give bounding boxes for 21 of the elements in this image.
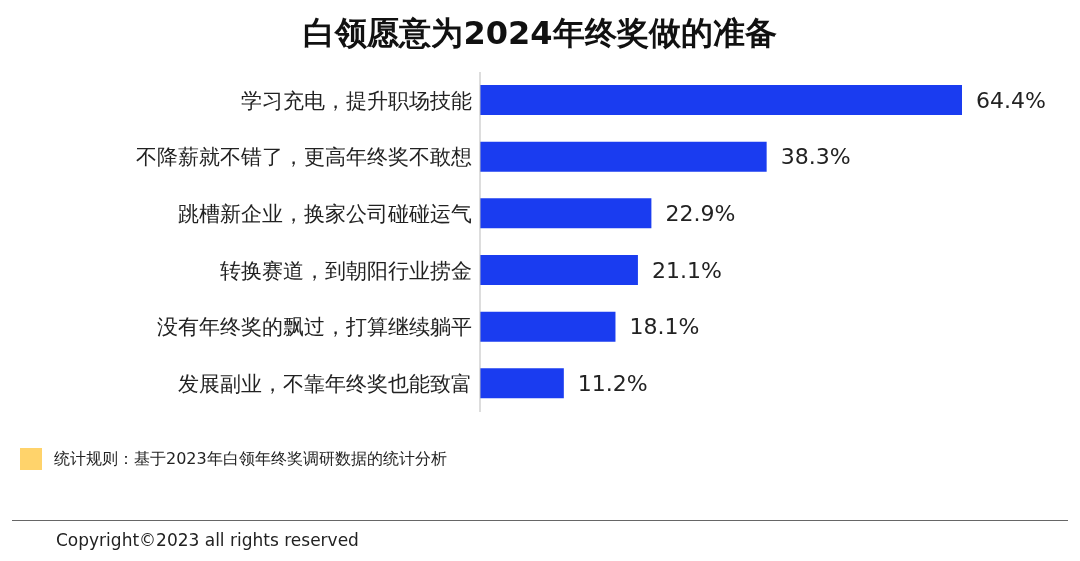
data-label: 64.4%	[976, 87, 1046, 113]
chart-title: 白领愿意为2024年终奖做的准备	[302, 13, 778, 54]
y-tick-label: 不降薪就不错了，更高年终奖不敢想	[136, 145, 472, 170]
bar	[480, 368, 564, 399]
bar	[480, 85, 962, 115]
y-tick-label: 学习充电，提升职场技能	[241, 88, 472, 113]
bar	[480, 198, 652, 229]
data-label: 21.1%	[651, 257, 722, 283]
data-label: 38.3%	[780, 144, 851, 170]
y-tick-label: 发展副业，不靠年终奖也能致富	[178, 372, 472, 397]
data-label: 11.2%	[577, 371, 648, 397]
text: 统计规则：基于2023年白领年终奖调研数据的统计分析	[54, 448, 447, 470]
bar	[480, 311, 616, 342]
bar	[480, 255, 638, 285]
data-label: 22.9%	[665, 201, 736, 227]
y-tick-label: 转换赛道，到朝阳行业捞金	[220, 258, 472, 283]
data-label: 18.1%	[629, 314, 700, 340]
bar	[480, 141, 767, 172]
y-tick-label: 没有年终奖的飘过，打算继续躺平	[157, 315, 472, 340]
text: Copyright©2023 all rights reserved	[56, 530, 359, 550]
y-tick-label: 跳槽新企业，换家公司碰碰运气	[178, 202, 472, 227]
